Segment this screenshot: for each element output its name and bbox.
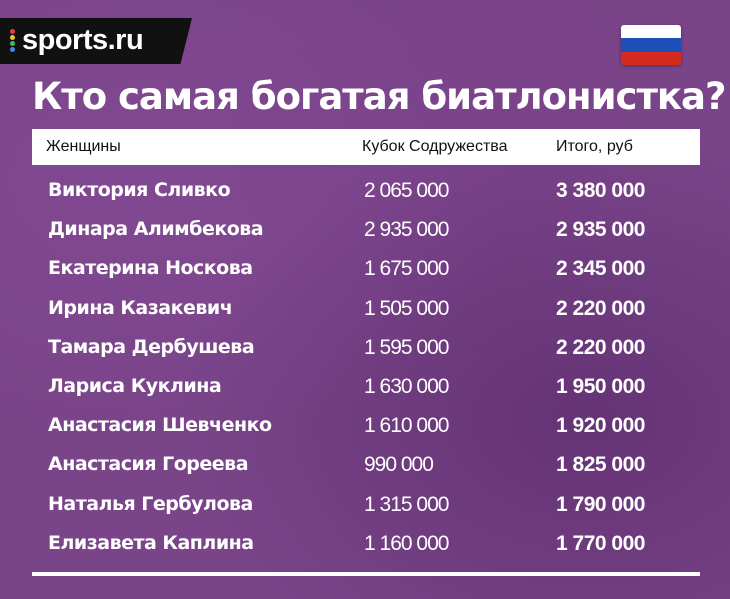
cup-amount: 990 000 bbox=[364, 453, 434, 477]
table-row: Виктория Сливко 2 065 000 3 380 000 bbox=[0, 171, 730, 210]
table-row: Лариса Куклина 1 630 000 1 950 000 bbox=[0, 367, 730, 406]
athlete-name: Ирина Казакевич bbox=[48, 296, 233, 319]
total-amount: 1 825 000 bbox=[556, 453, 645, 477]
flag-stripe bbox=[621, 51, 681, 65]
athlete-name: Наталья Гербулова bbox=[48, 492, 253, 515]
page-title: Кто самая богатая биатлонистка? bbox=[32, 75, 726, 118]
logo-dot bbox=[10, 41, 15, 46]
cup-amount: 1 160 000 bbox=[364, 531, 449, 555]
table-row: Наталья Гербулова 1 315 000 1 790 000 bbox=[0, 485, 730, 524]
logo-dots-icon bbox=[10, 29, 16, 53]
total-amount: 2 935 000 bbox=[556, 218, 645, 242]
athlete-name: Екатерина Носкова bbox=[48, 257, 253, 280]
athlete-name: Елизавета Каплина bbox=[48, 531, 254, 554]
total-amount: 2 220 000 bbox=[556, 335, 645, 359]
flag-stripe bbox=[621, 25, 681, 39]
table-body: Виктория Сливко 2 065 000 3 380 000 Динара … bbox=[0, 171, 730, 563]
table-row: Анастасия Гореева 990 000 1 825 000 bbox=[0, 445, 730, 484]
table-row: Анастасия Шевченко 1 610 000 1 920 000 bbox=[0, 406, 730, 445]
total-amount: 1 790 000 bbox=[556, 492, 645, 516]
header-name: Женщины bbox=[46, 138, 121, 155]
athlete-name: Анастасия Шевченко bbox=[48, 414, 272, 437]
table-row: Екатерина Носкова 1 675 000 2 345 000 bbox=[0, 249, 730, 288]
table-header: Женщины Кубок Содружества Итого, руб bbox=[32, 129, 700, 165]
table-row: Ирина Казакевич 1 505 000 2 220 000 bbox=[0, 289, 730, 328]
table-row: Динара Алимбекова 2 935 000 2 935 000 bbox=[0, 210, 730, 249]
russia-flag-icon bbox=[621, 25, 681, 65]
athlete-name: Виктория Сливко bbox=[48, 179, 231, 201]
cup-amount: 1 610 000 bbox=[364, 414, 449, 438]
logo-text: sports.ru bbox=[22, 24, 144, 56]
logo-dot bbox=[10, 47, 15, 52]
cup-amount: 1 315 000 bbox=[364, 492, 449, 516]
total-amount: 1 770 000 bbox=[556, 531, 645, 555]
total-amount: 2 220 000 bbox=[556, 296, 645, 320]
total-amount: 1 920 000 bbox=[556, 414, 645, 438]
athlete-name: Анастасия Гореева bbox=[48, 453, 249, 476]
sports-ru-logo[interactable]: sports.ru bbox=[0, 18, 192, 64]
cup-amount: 1 630 000 bbox=[364, 374, 449, 398]
athlete-name: Лариса Куклина bbox=[48, 374, 222, 397]
athlete-name: Тамара Дербушева bbox=[48, 335, 255, 358]
header-cup: Кубок Содружества bbox=[362, 138, 508, 155]
flag-stripe bbox=[621, 38, 681, 52]
table-row: Елизавета Каплина 1 160 000 1 770 000 bbox=[0, 524, 730, 563]
logo-dot bbox=[10, 29, 15, 34]
header-total: Итого, руб bbox=[556, 138, 633, 155]
total-amount: 2 345 000 bbox=[556, 257, 645, 281]
cup-amount: 2 935 000 bbox=[364, 218, 449, 242]
table-bottom-divider bbox=[32, 572, 700, 576]
cup-amount: 2 065 000 bbox=[364, 179, 449, 202]
cup-amount: 1 675 000 bbox=[364, 257, 449, 281]
cup-amount: 1 595 000 bbox=[364, 335, 449, 359]
total-amount: 3 380 000 bbox=[556, 179, 645, 202]
athlete-name: Динара Алимбекова bbox=[48, 218, 264, 241]
total-amount: 1 950 000 bbox=[556, 374, 645, 398]
table-row: Тамара Дербушева 1 595 000 2 220 000 bbox=[0, 328, 730, 367]
cup-amount: 1 505 000 bbox=[364, 296, 449, 320]
logo-dot bbox=[10, 35, 15, 40]
